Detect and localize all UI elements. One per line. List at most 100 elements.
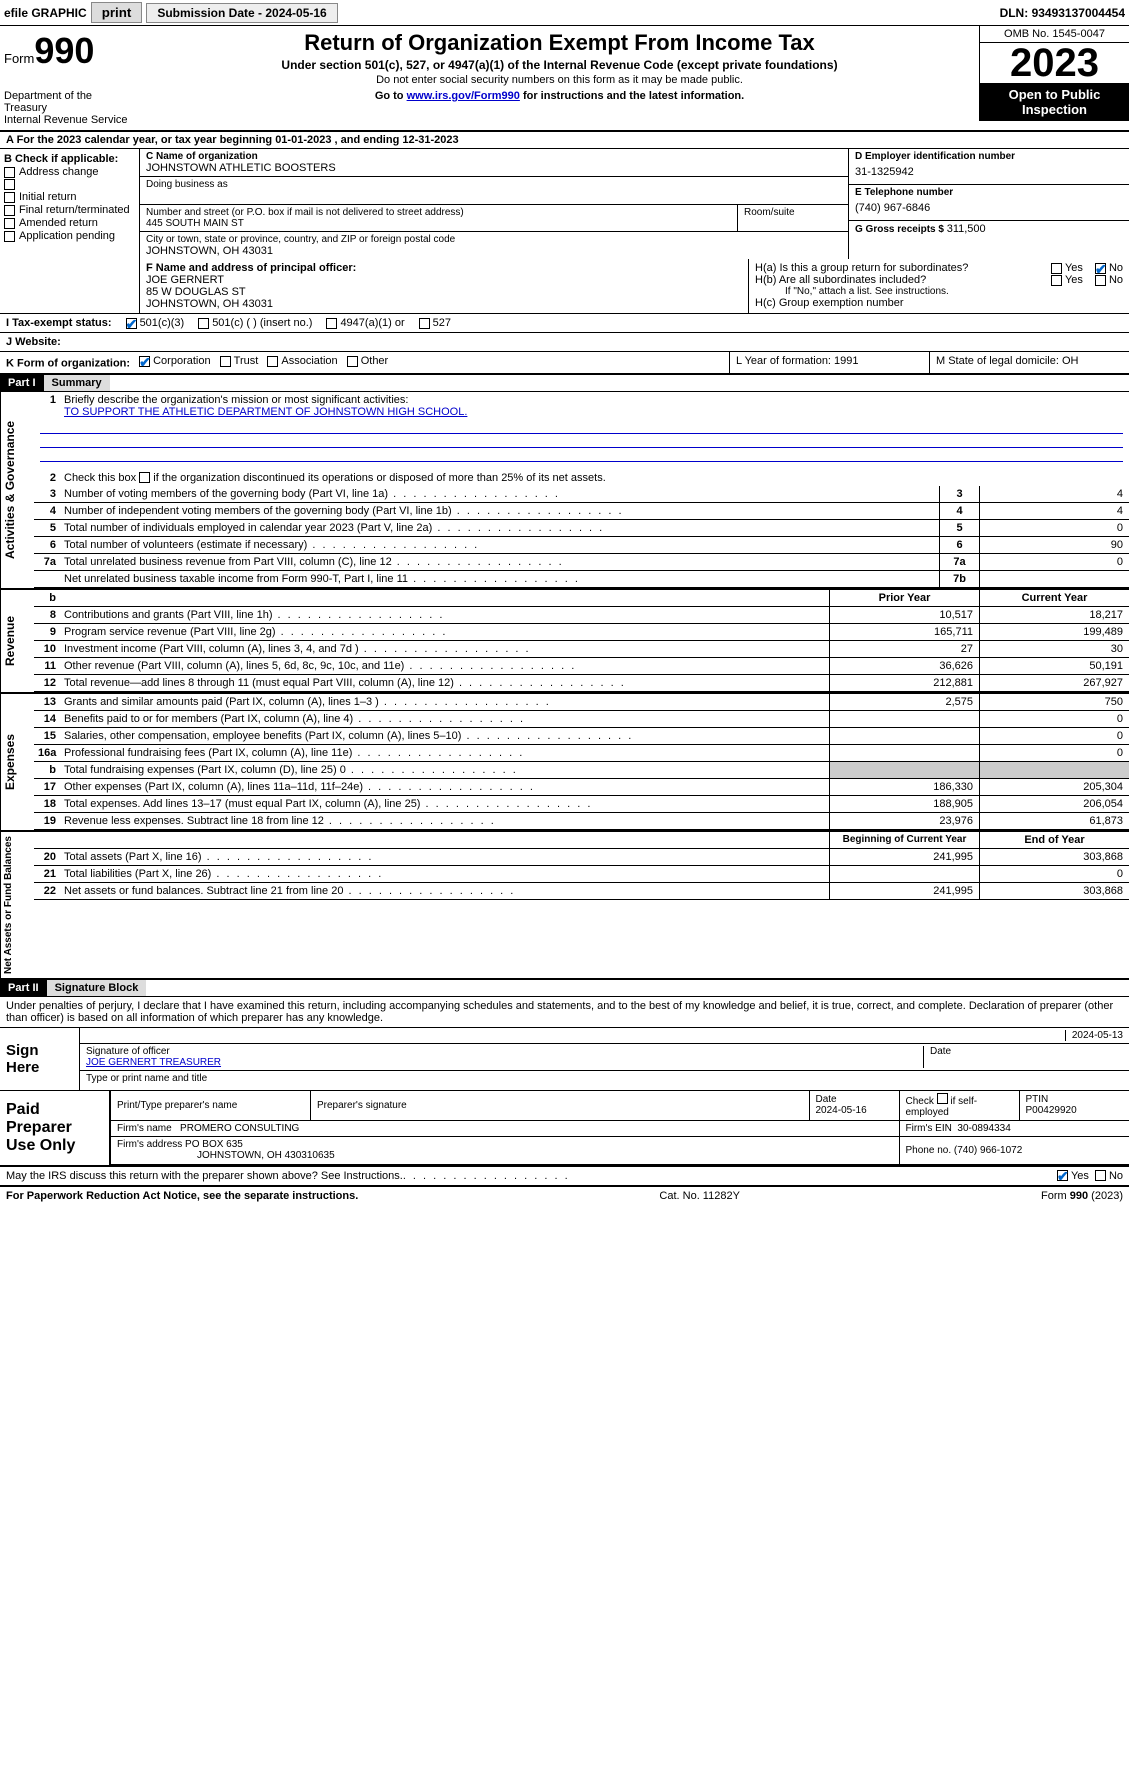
mission-line [40,448,1123,462]
prep-date: 2024-05-16 [816,1105,867,1116]
summary-row: 10Investment income (Part VIII, column (… [34,641,1129,658]
summary-row: 4Number of independent voting members of… [34,503,1129,520]
ptin: P00429920 [1026,1105,1077,1116]
summary-row: 16aProfessional fundraising fees (Part I… [34,745,1129,762]
col-c: C Name of organizationJOHNSTOWN ATHLETIC… [140,149,849,259]
summary-expenses: Expenses 13Grants and similar amounts pa… [0,694,1129,832]
chk-527[interactable]: 527 [419,317,451,329]
summary-row: 7aTotal unrelated business revenue from … [34,554,1129,571]
chk-app-pending[interactable]: Application pending [4,230,135,242]
chk-name-change[interactable] [4,179,135,190]
form-header: Form990 Department of the Treasury Inter… [0,26,1129,132]
principal-officer: F Name and address of principal officer:… [140,259,749,313]
firm-phone: (740) 966-1072 [954,1145,1022,1156]
firm-ein: 30-0894334 [957,1123,1010,1134]
form-number-cell: Form990 Department of the Treasury Inter… [0,26,140,130]
right-box: OMB No. 1545-0047 2023 Open to Public In… [979,26,1129,130]
summary-row: 14Benefits paid to or for members (Part … [34,711,1129,728]
firm-addr: PO BOX 635 [185,1139,243,1150]
part1-header: Part I Summary [0,375,1129,392]
summary-row: 19Revenue less expenses. Subtract line 1… [34,813,1129,830]
chk-corp[interactable]: Corporation [139,355,210,367]
summary-row: 12Total revenue—add lines 8 through 11 (… [34,675,1129,692]
city-state-zip: JOHNSTOWN, OH 43031 [146,245,842,257]
year-formation: L Year of formation: 1991 [729,352,929,373]
website-row: J Website: [0,333,1129,352]
efile-label: efile GRAPHIC [4,6,87,20]
chk-501c[interactable]: 501(c) ( ) (insert no.) [198,317,312,329]
title-cell: Return of Organization Exempt From Incom… [140,26,979,130]
org-name: JOHNSTOWN ATHLETIC BOOSTERS [146,162,842,174]
summary-row: 21Total liabilities (Part X, line 26)0 [34,866,1129,883]
tax-status-row: I Tax-exempt status: 501(c)(3) 501(c) ( … [0,314,1129,333]
summary-row: 11Other revenue (Part VIII, column (A), … [34,658,1129,675]
summary-row: 8Contributions and grants (Part VIII, li… [34,607,1129,624]
ha-yes[interactable]: Yes [1051,262,1083,274]
row-f-h: F Name and address of principal officer:… [0,259,1129,314]
open-inspection: Open to Public Inspection [979,83,1129,121]
chk-discontinued[interactable] [139,472,150,483]
summary-row: Net unrelated business taxable income fr… [34,571,1129,588]
discuss-no[interactable]: No [1095,1170,1123,1182]
summary-row: bTotal fundraising expenses (Part IX, co… [34,762,1129,779]
sign-date: 2024-05-13 [1065,1030,1123,1041]
gross-receipts: 311,500 [947,223,986,235]
sign-here: Sign Here 2024-05-13 Signature of office… [0,1028,1129,1091]
discuss-yes[interactable]: Yes [1057,1170,1089,1182]
summary-netassets: Net Assets or Fund Balances Beginning of… [0,832,1129,980]
section-bcd: B Check if applicable: Address change In… [0,149,1129,259]
subtitle: Under section 501(c), 527, or 4947(a)(1)… [148,58,971,72]
ssn-warning: Do not enter social security numbers on … [148,74,971,86]
chk-final-return[interactable]: Final return/terminated [4,204,135,216]
state-domicile: M State of legal domicile: OH [929,352,1129,373]
chk-amended[interactable]: Amended return [4,217,135,229]
chk-self-employed[interactable] [937,1093,948,1104]
paid-preparer: Paid Preparer Use Only Print/Type prepar… [0,1091,1129,1167]
form-ref: Form 990 (2023) [1041,1190,1123,1202]
tax-year: 2023 [979,43,1129,83]
instructions-link[interactable]: www.irs.gov/Form990 [407,90,520,102]
mission-line [40,420,1123,434]
chk-assoc[interactable]: Association [267,355,337,367]
discuss-row: May the IRS discuss this return with the… [0,1167,1129,1187]
submission-date-box: Submission Date - 2024-05-16 [146,3,337,23]
part2-header: Part II Signature Block [0,980,1129,997]
summary-governance: Activities & Governance 1 Briefly descri… [0,392,1129,590]
summary-row: 20Total assets (Part X, line 16)241,9953… [34,849,1129,866]
hb-no[interactable]: No [1095,274,1123,286]
form-title: Return of Organization Exempt From Incom… [148,30,971,56]
hb-yes[interactable]: Yes [1051,274,1083,286]
street-address: 445 SOUTH MAIN ST [146,218,731,229]
chk-address-change[interactable]: Address change [4,166,135,178]
h-section: H(a) Is this a group return for subordin… [749,259,1129,313]
officer-name[interactable]: JOE GERNERT TREASURER [86,1057,221,1068]
summary-row: 3Number of voting members of the governi… [34,486,1129,503]
summary-row: 6Total number of volunteers (estimate if… [34,537,1129,554]
perjury-declaration: Under penalties of perjury, I declare th… [0,997,1129,1028]
summary-row: 22Net assets or fund balances. Subtract … [34,883,1129,900]
chk-trust[interactable]: Trust [220,355,259,367]
mission-text[interactable]: TO SUPPORT THE ATHLETIC DEPARTMENT OF JO… [64,406,467,418]
row-a-taxyear: A For the 2023 calendar year, or tax yea… [0,132,1129,149]
ha-no[interactable]: No [1095,262,1123,274]
summary-row: 13Grants and similar amounts paid (Part … [34,694,1129,711]
firm-name: PROMERO CONSULTING [180,1123,299,1134]
ein: 31-1325942 [855,162,1123,182]
summary-row: 15Salaries, other compensation, employee… [34,728,1129,745]
col-d: D Employer identification number31-13259… [849,149,1129,259]
summary-revenue: Revenue b Prior Year Current Year 8Contr… [0,590,1129,694]
row-klm: K Form of organization: Corporation Trus… [0,352,1129,375]
goto-line: Go to www.irs.gov/Form990 for instructio… [148,90,971,102]
telephone: (740) 967-6846 [855,198,1123,218]
chk-initial-return[interactable]: Initial return [4,191,135,203]
chk-4947[interactable]: 4947(a)(1) or [326,317,404,329]
mission-line [40,434,1123,448]
dln: DLN: 93493137004454 [1000,6,1125,20]
col-b: B Check if applicable: Address change In… [0,149,140,259]
chk-other[interactable]: Other [347,355,389,367]
chk-501c3[interactable]: 501(c)(3) [126,317,185,329]
print-button[interactable]: print [91,2,143,23]
top-bar: efile GRAPHIC print Submission Date - 20… [0,0,1129,26]
page-footer: For Paperwork Reduction Act Notice, see … [0,1187,1129,1205]
cat-no: Cat. No. 11282Y [659,1190,740,1202]
